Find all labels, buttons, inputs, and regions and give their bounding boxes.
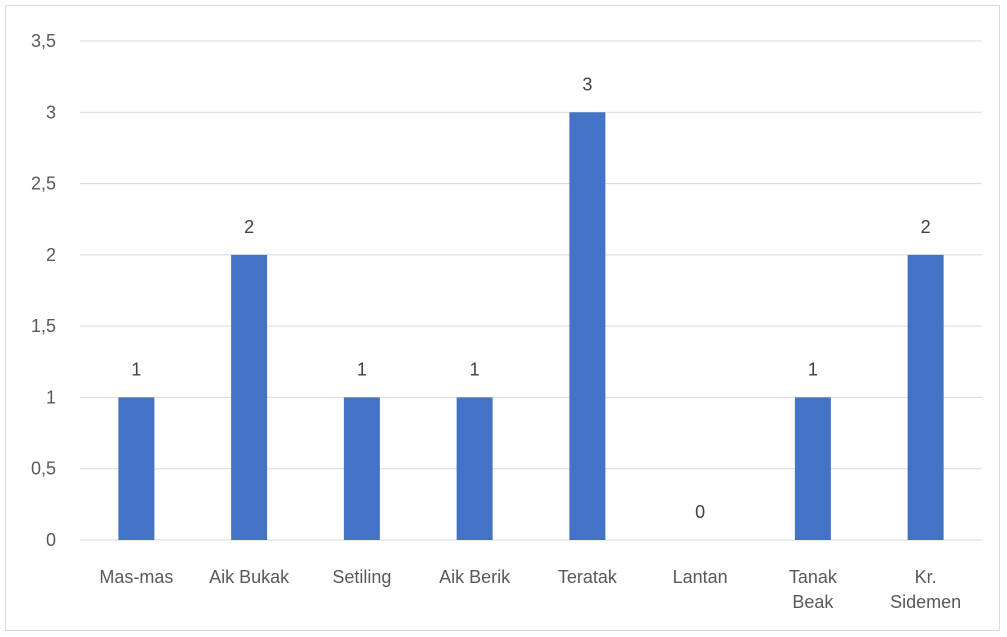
x-axis-tick-labels: Mas-mas Aik Bukak Setiling Aik Berik Teratak…	[99, 567, 961, 612]
gridlines	[80, 40, 982, 541]
x-tick-label-line: Tanak	[789, 567, 838, 587]
data-labels: 1 2 1 1 3 0 1 2	[131, 74, 930, 522]
y-tick-label: 0,5	[31, 459, 56, 479]
x-tick-label-4: Teratak	[558, 567, 618, 587]
chart-frame	[5, 5, 1000, 631]
bar-4	[569, 112, 606, 541]
data-label-2: 1	[357, 359, 367, 379]
bars	[118, 112, 944, 541]
x-tick-label-5: Lantan	[673, 567, 728, 587]
x-tick-label-line: Setiling	[332, 567, 391, 587]
data-label-1: 2	[244, 217, 254, 237]
data-label-0: 1	[131, 359, 141, 379]
y-tick-label: 2	[46, 245, 56, 265]
x-tick-label-1: Aik Bukak	[209, 567, 290, 587]
bar-0	[118, 397, 155, 540]
x-tick-label-3: Aik Berik	[439, 567, 511, 587]
data-label-4: 3	[582, 74, 592, 94]
y-tick-label: 2,5	[31, 174, 56, 194]
y-tick-label: 0	[46, 530, 56, 550]
y-tick-label: 3	[46, 102, 56, 122]
y-axis-tick-labels: 0 0,5 1 1,5 2 2,5 3 3,5	[31, 31, 56, 550]
x-tick-label-line: Aik Bukak	[209, 567, 290, 587]
x-tick-label-2: Setiling	[332, 567, 391, 587]
data-label-3: 1	[470, 359, 480, 379]
x-tick-label-line: Beak	[792, 592, 834, 612]
data-label-5: 0	[695, 502, 705, 522]
bar-1	[231, 254, 268, 540]
x-tick-label-line: Sidemen	[890, 592, 961, 612]
x-tick-label-line: Aik Berik	[439, 567, 511, 587]
x-tick-label-line: Teratak	[558, 567, 618, 587]
x-tick-label-line: Mas-mas	[99, 567, 173, 587]
x-tick-label-0: Mas-mas	[99, 567, 173, 587]
bar-3	[456, 397, 493, 540]
bar-2	[343, 397, 380, 540]
x-tick-label-6: Tanak Beak	[789, 567, 838, 612]
bar-7	[907, 254, 944, 540]
bar-6	[794, 397, 831, 540]
x-tick-label-line: Lantan	[673, 567, 728, 587]
y-tick-label: 1,5	[31, 316, 56, 336]
y-tick-label: 1	[46, 387, 56, 407]
data-label-6: 1	[808, 359, 818, 379]
x-tick-label-7: Kr. Sidemen	[890, 567, 961, 612]
data-label-7: 2	[921, 217, 931, 237]
x-tick-label-line: Kr.	[915, 567, 937, 587]
y-tick-label: 3,5	[31, 31, 56, 51]
